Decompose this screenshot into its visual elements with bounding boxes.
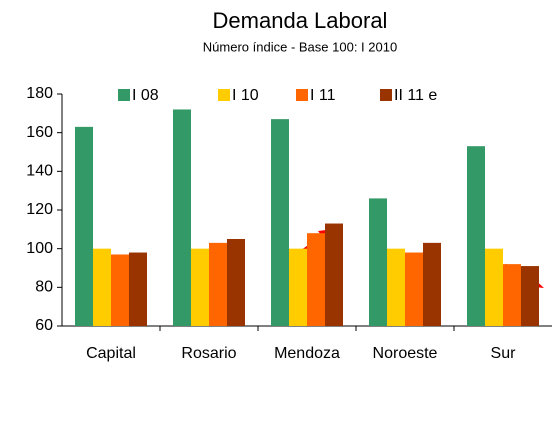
legend-swatch [118, 89, 130, 101]
legend-label: I 11 [310, 87, 336, 104]
bar [369, 198, 387, 326]
bar [289, 248, 307, 326]
y-tick-label: 120 [26, 201, 53, 218]
y-tick-label: 60 [35, 317, 53, 334]
bar [191, 248, 209, 326]
chart-title: Demanda Laboral [213, 8, 388, 33]
bar [129, 252, 147, 326]
bar [93, 248, 111, 326]
x-tick-label: Mendoza [274, 345, 340, 362]
bar [209, 242, 227, 326]
x-tick-label: Noroeste [373, 345, 438, 362]
x-tick-label: Capital [86, 345, 136, 362]
y-tick-label: 180 [26, 85, 53, 102]
legend-label: I 08 [132, 87, 159, 104]
bar [521, 266, 539, 326]
legend-swatch [380, 89, 392, 101]
bar [227, 239, 245, 326]
bar [467, 146, 485, 326]
x-tick-label: Rosario [181, 345, 236, 362]
bar [111, 254, 129, 326]
legend-label: II 11 e [394, 87, 437, 104]
y-tick-label: 140 [26, 163, 53, 180]
y-tick-label: 80 [35, 279, 53, 296]
y-tick-label: 160 [26, 124, 53, 141]
legend-swatch [296, 89, 308, 101]
bar [307, 233, 325, 326]
bar [405, 252, 423, 326]
chart-subtitle: Número índice - Base 100: I 2010 [203, 39, 397, 54]
bar [503, 264, 521, 326]
bar [387, 248, 405, 326]
bar [485, 248, 503, 326]
bar [173, 109, 191, 326]
legend-swatch [218, 89, 230, 101]
x-tick-label: Sur [491, 345, 517, 362]
bar [271, 119, 289, 326]
y-tick-label: 100 [26, 240, 53, 257]
bar [325, 223, 343, 326]
bar [75, 126, 93, 326]
bar [423, 242, 441, 326]
legend-label: I 10 [232, 87, 259, 104]
